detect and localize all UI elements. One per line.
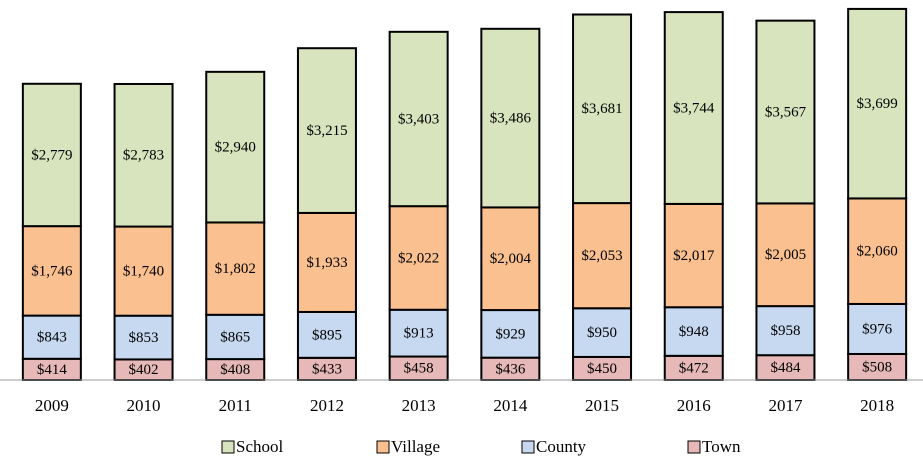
legend-label: Village (391, 437, 440, 456)
bar-segment (480, 206, 541, 312)
value-label: $2,022 (398, 250, 439, 266)
bar-segment (21, 82, 82, 228)
value-label: $2,779 (31, 147, 72, 163)
legend-label: School (236, 437, 284, 456)
value-label: $3,699 (857, 96, 898, 112)
value-label: $2,005 (765, 247, 806, 263)
bar-segment (572, 13, 633, 205)
value-label: $2,004 (490, 251, 532, 267)
value-label: $3,486 (490, 111, 532, 127)
value-label: $1,740 (123, 264, 164, 280)
bar-segment (847, 302, 908, 355)
value-label: $414 (37, 362, 68, 378)
legend-swatch (221, 440, 235, 454)
x-tick-label: 2012 (310, 396, 344, 415)
value-label: $484 (770, 360, 801, 376)
bar-segment (663, 11, 724, 205)
bar-segment (388, 308, 449, 358)
x-tick-label: 2010 (127, 396, 161, 415)
bar-segment (21, 314, 82, 360)
value-label: $3,215 (306, 123, 347, 139)
value-label: $2,940 (215, 140, 256, 156)
value-label: $976 (862, 321, 893, 337)
value-label: $433 (312, 361, 342, 377)
bar-segment (388, 205, 449, 311)
bar-segment (296, 310, 357, 359)
bar-segment (113, 82, 174, 228)
value-label: $402 (129, 362, 159, 378)
bar-segment (847, 7, 908, 200)
value-label: $1,802 (215, 261, 256, 277)
bar-segment (388, 30, 449, 208)
bar-segment (296, 211, 357, 313)
value-label: $450 (587, 361, 617, 377)
value-label: $3,744 (673, 100, 715, 116)
value-label: $3,567 (765, 104, 807, 120)
value-label: $958 (770, 323, 800, 339)
bar-segment (480, 27, 541, 209)
value-label: $458 (404, 361, 434, 377)
bar-segment (755, 19, 816, 205)
value-label: $2,017 (673, 248, 715, 264)
bar-segment (205, 70, 266, 224)
value-label: $2,053 (581, 248, 622, 264)
bar-segment (755, 354, 816, 381)
value-label: $472 (679, 360, 709, 376)
value-label: $1,933 (306, 255, 347, 271)
value-label: $843 (37, 330, 67, 346)
x-tick-label: 2016 (677, 396, 711, 415)
value-label: $950 (587, 325, 617, 341)
x-tick-label: 2009 (35, 396, 69, 415)
value-label: $865 (220, 329, 250, 345)
bar-segment (480, 309, 541, 359)
legend-swatch (521, 440, 535, 454)
x-tick-label: 2013 (402, 396, 436, 415)
legend-swatch (687, 440, 701, 454)
x-tick-label: 2015 (585, 396, 619, 415)
value-label: $948 (679, 324, 709, 340)
bar-segment (113, 225, 174, 317)
value-label: $408 (220, 362, 250, 378)
value-label: $895 (312, 327, 342, 343)
value-label: $2,783 (123, 148, 164, 164)
x-tick-label: 2018 (860, 396, 894, 415)
legend-swatch (376, 440, 390, 454)
x-tick-label: 2011 (219, 396, 252, 415)
bar-segment (572, 202, 633, 310)
value-label: $3,403 (398, 111, 439, 127)
value-label: $2,060 (857, 244, 898, 260)
x-tick-label: 2014 (493, 396, 528, 415)
value-label: $436 (495, 361, 526, 377)
value-label: $508 (862, 359, 892, 375)
value-label: $1,746 (31, 263, 73, 279)
bar-segment (663, 202, 724, 309)
value-label: $913 (404, 326, 434, 342)
bar-segment (296, 47, 357, 214)
legend-label: County (536, 437, 587, 456)
bar-segment (663, 306, 724, 357)
legend-label: Town (702, 437, 741, 456)
x-tick-label: 2017 (768, 396, 803, 415)
value-label: $929 (495, 326, 525, 342)
bar-segment (205, 221, 266, 316)
bar-segment (847, 197, 908, 305)
value-label: $853 (129, 330, 159, 346)
value-label: $3,681 (581, 101, 622, 117)
